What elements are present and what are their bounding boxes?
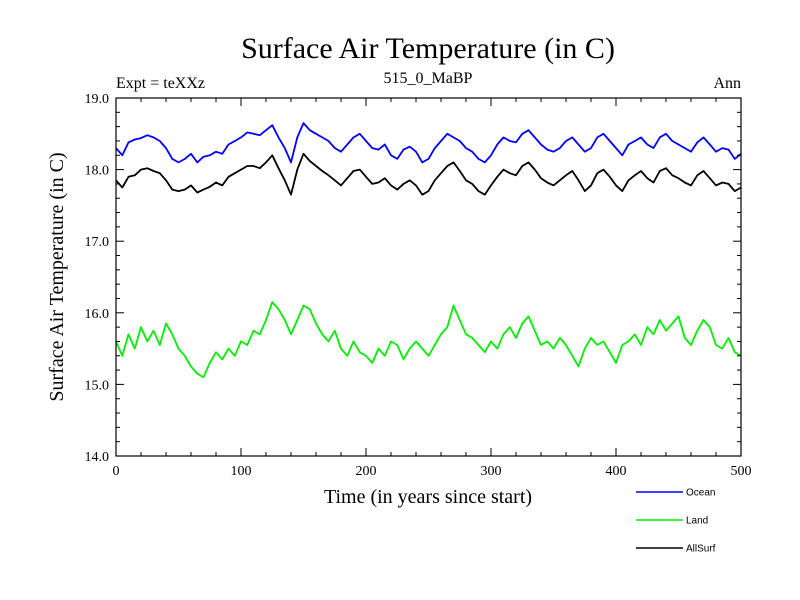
x-tick-label: 200 — [356, 464, 377, 479]
x-axis-ticks: 0 100 200 300 400 500 — [113, 98, 752, 479]
experiment-label: Expt = teXXz — [116, 75, 205, 92]
series-line-ocean — [116, 122, 741, 164]
y-tick-label: 16.0 — [85, 307, 110, 322]
legend-label-land: Land — [686, 516, 708, 527]
x-tick-label: 400 — [606, 464, 627, 479]
y-tick-label: 18.0 — [85, 164, 110, 179]
chart-subtitle: 515_0_MaBP — [384, 70, 473, 87]
legend-label-allsurf: AllSurf — [686, 544, 716, 555]
season-label: Ann — [713, 75, 741, 92]
series-line-allsurf — [116, 152, 741, 196]
plot-lines — [116, 122, 741, 379]
legend: Ocean Land AllSurf — [636, 488, 716, 555]
y-axis-ticks: 14.0 15.0 16.0 17.0 18.0 19.0 — [85, 92, 741, 465]
x-tick-label: 0 — [113, 464, 120, 479]
y-tick-label: 15.0 — [85, 378, 110, 393]
chart-title: Surface Air Temperature (in C) — [241, 32, 615, 65]
x-axis-label: Time (in years since start) — [324, 486, 532, 508]
y-tick-label: 14.0 — [85, 450, 110, 465]
x-tick-label: 100 — [231, 464, 252, 479]
y-tick-label: 19.0 — [85, 92, 110, 107]
plot-frame — [115, 97, 742, 457]
legend-label-ocean: Ocean — [686, 488, 715, 499]
x-tick-label: 300 — [481, 464, 502, 479]
x-tick-label: 500 — [731, 464, 752, 479]
y-axis-label: Surface Air Temperature (in C) — [46, 152, 68, 401]
y-tick-label: 17.0 — [85, 235, 110, 250]
series-line-land — [116, 301, 741, 379]
